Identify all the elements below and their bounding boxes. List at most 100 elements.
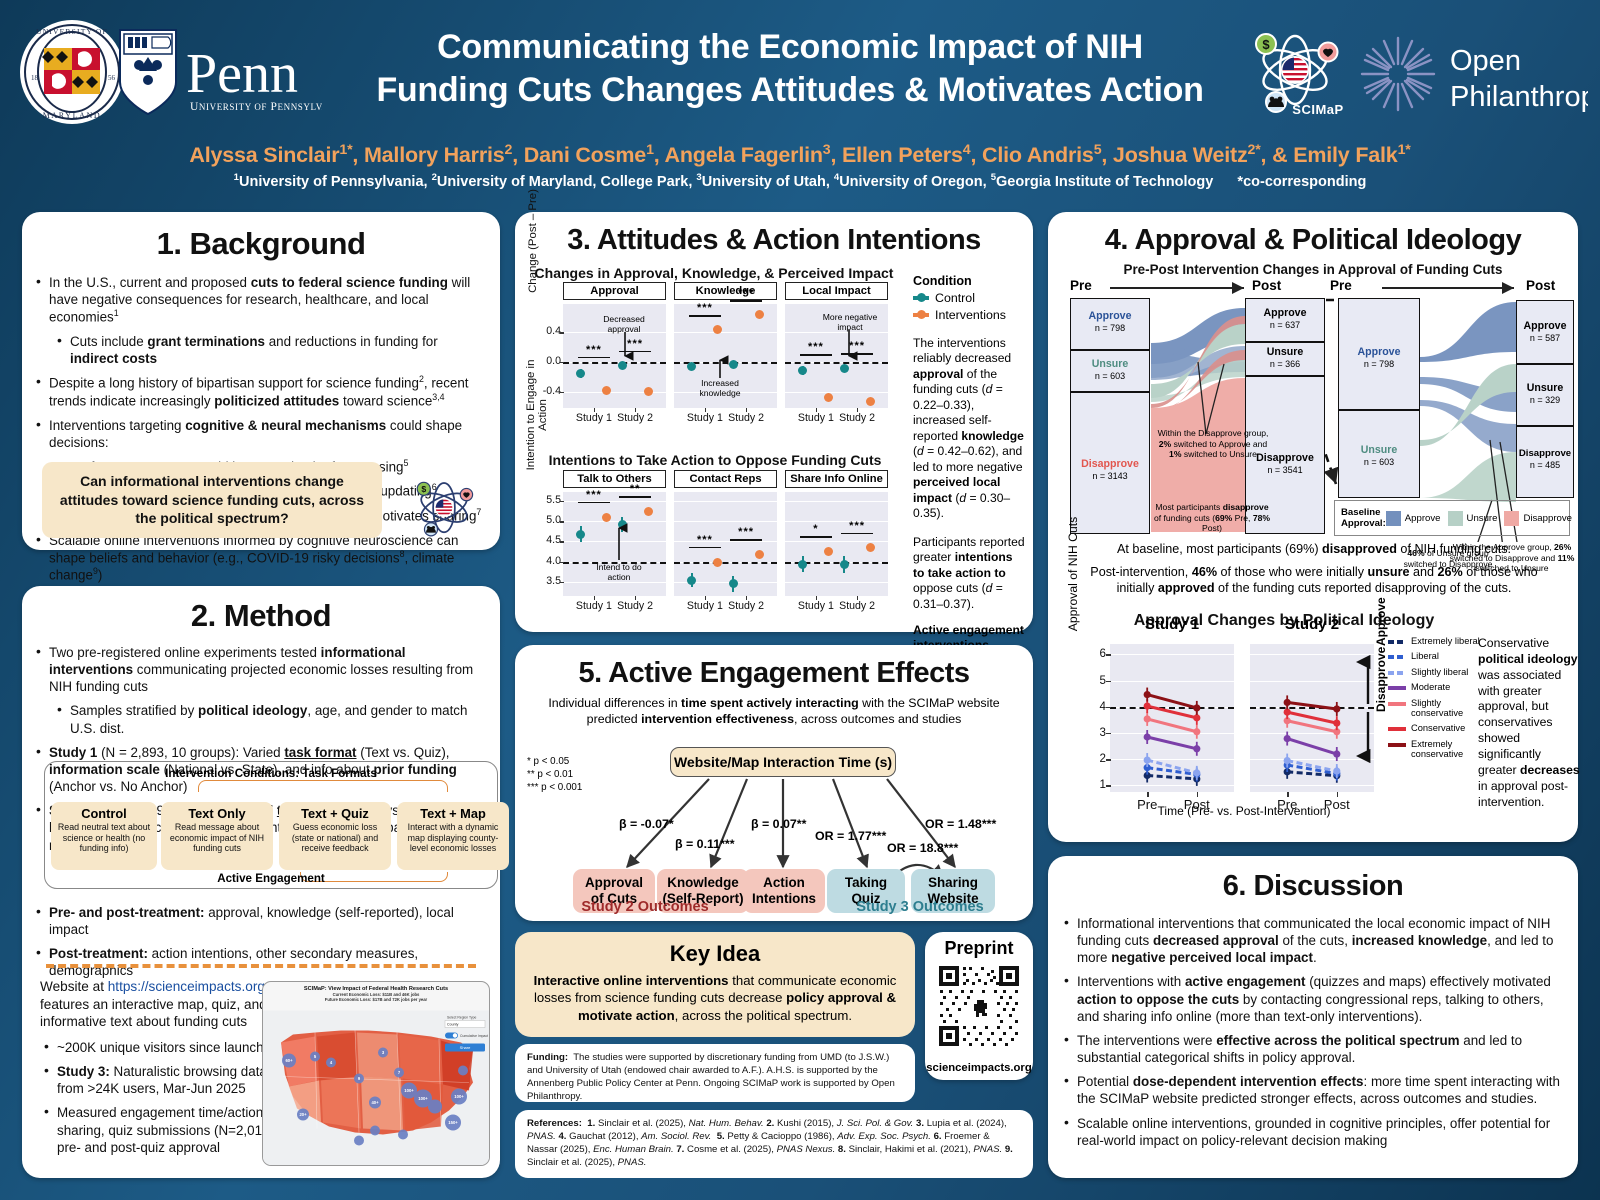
condition-title: Text + Quiz <box>301 806 369 821</box>
legend-swatch <box>1388 686 1406 691</box>
y-tick-label: 6 <box>1099 647 1106 661</box>
outcome-line-1: Action <box>763 875 805 891</box>
svg-text:9: 9 <box>358 1076 361 1081</box>
scimap-logo: $ SCIMaP <box>1255 33 1343 117</box>
y-tick-label: 4 <box>1099 699 1106 713</box>
svg-text:150+: 150+ <box>448 1120 458 1125</box>
legend-label: Liberal <box>1411 651 1439 662</box>
section-6-bullets: Informational interventions that communi… <box>1060 914 1562 1149</box>
preprint-heading: Preprint <box>944 938 1014 958</box>
legend-swatch <box>1388 727 1406 732</box>
gridline <box>1110 680 1234 682</box>
svg-text:$: $ <box>421 484 426 494</box>
significance-marker: *** <box>585 488 602 501</box>
condition-box-text-only: Text Only Read message about economic imp… <box>161 802 273 870</box>
x-tick-label: Study 1 <box>575 600 612 612</box>
key-idea-card: Key Idea Interactive online intervention… <box>515 932 915 1037</box>
scimap-website-screenshot[interactable]: SCIMaP: View Impact of Federal Health Re… <box>262 981 490 1166</box>
x-tick-label: Study 1 <box>575 412 612 424</box>
root-node-label: Website/Map Interaction Time (s) <box>673 753 893 770</box>
outcome-line-1: Sharing <box>928 875 978 891</box>
condition-box-text-quiz: Text + Quiz Guess economic loss (state or… <box>279 802 391 870</box>
outcome-line-2: Website <box>927 891 979 906</box>
ideology-legend-item: Slightly conservative <box>1388 698 1480 719</box>
ideology-legend: Extremely liberal Liberal Slightly liberal… <box>1388 636 1480 765</box>
significance-line <box>841 352 874 355</box>
data-point-control <box>617 519 627 529</box>
condition-desc: Guess economic loss (state or national) … <box>291 822 379 853</box>
gridline <box>785 332 888 334</box>
svg-text:UNIVERSITY OF: UNIVERSITY OF <box>36 27 108 36</box>
x-tick <box>815 408 818 412</box>
legend-label: Conservative <box>1411 723 1466 734</box>
open-philanthropy-logo: Open Philanthropy <box>1352 28 1600 120</box>
condition-box-text-map: Text + Map Interact with a dynamic map di… <box>397 802 509 870</box>
reference-line <box>674 561 777 564</box>
significance-line <box>799 354 832 356</box>
p-legend-item: * p < 0.05 <box>527 756 570 767</box>
left-pre-label: Pre <box>1070 278 1092 293</box>
top-brace <box>198 780 448 792</box>
x-tick <box>746 596 748 600</box>
y-tick-label: 5.5 <box>546 493 561 506</box>
data-point-interventions <box>713 324 723 334</box>
qr-code[interactable] <box>937 964 1021 1048</box>
significance-marker: *** <box>807 341 824 354</box>
edge-label: OR = 1.77*** <box>815 829 887 843</box>
significance-line <box>799 536 832 538</box>
svg-text:40+: 40+ <box>371 1100 379 1105</box>
legend-label: Slightly liberal <box>1411 666 1469 677</box>
chart-2-ylabel: Intention to Engage in Action <box>525 359 549 471</box>
outcome-line-1: Taking <box>844 875 888 891</box>
note-attitudes: The interventions reliably decreased app… <box>913 336 1024 521</box>
bullet-item: Samples stratified by political ideology… <box>32 701 486 736</box>
svg-text:7: 7 <box>398 1070 401 1075</box>
p-value-legend: * p < 0.05 ** p < 0.01 *** p < 0.001 <box>527 755 582 795</box>
legend-label: Moderate <box>1411 682 1451 693</box>
annotation-intend-to-do-action: Intend to do action <box>596 562 642 583</box>
p-legend-item: ** p < 0.01 <box>527 769 574 781</box>
svg-text:Penn: Penn <box>186 43 298 105</box>
x-tick-label: Study 1 <box>686 412 723 424</box>
legend-title: Condition <box>913 274 972 288</box>
gridline <box>563 500 666 502</box>
bullet-item: Interventions with active engagement (qu… <box>1060 972 1562 1024</box>
data-point-interventions <box>824 393 834 403</box>
us-choropleth-map: 60+ 5 4 9 3 7 40+ 100+ 100+ 100+ 150+ 20+ Select… <box>263 1010 489 1165</box>
disapprove-axis-label: Disapprove <box>1374 646 1388 712</box>
y-tick <box>560 332 564 334</box>
node-pre-unsure-left: Unsure n = 603 <box>1070 350 1150 392</box>
preprint-card: Preprint scienceimpacts.org <box>925 932 1033 1080</box>
svg-text:100+: 100+ <box>404 1088 414 1093</box>
section-5-heading: 5. Active Engagement Effects <box>578 657 970 689</box>
outcome-box-sharing: Sharing Website <box>911 869 995 913</box>
annotation-decreased-approval: Decreased approval <box>603 314 645 335</box>
node-pre-approve-left: Approve n = 798 <box>1070 298 1150 350</box>
ideology-legend-item: Conservative <box>1388 723 1480 733</box>
gridline <box>785 391 888 393</box>
outcome-line-1: Knowledge <box>667 875 739 891</box>
svg-text:5: 5 <box>314 1054 317 1059</box>
gridline <box>563 391 666 393</box>
sankey-legend-disapprove: Disapprove <box>1504 510 1572 526</box>
ideology-legend-item: Slightly liberal <box>1388 667 1480 677</box>
divider <box>46 964 476 968</box>
ideology-legend-item: Moderate <box>1388 682 1480 692</box>
map-control-label: Select Region Type <box>447 1016 476 1020</box>
legend-swatch <box>913 293 929 302</box>
ideology-panel-title: Study 1 <box>1144 616 1200 633</box>
x-tick-label: Study 2 <box>839 412 876 424</box>
y-tick <box>560 521 564 523</box>
significance-line <box>688 546 721 549</box>
gridline <box>563 581 666 583</box>
outcome-line-2: Quiz <box>851 891 881 906</box>
website-text[interactable]: Website at https://scienceimpacts.org fe… <box>40 979 267 1030</box>
svg-text:MARYLAND: MARYLAND <box>43 111 102 120</box>
gridline <box>785 500 888 502</box>
outcome-box-action: Action Intentions <box>743 869 825 913</box>
y-tick <box>1106 654 1111 656</box>
significance-line <box>688 315 721 317</box>
bullet-item: Informational interventions that communi… <box>1060 914 1562 966</box>
svg-text:100+: 100+ <box>454 1094 464 1099</box>
bullet-item: The interventions were effective across … <box>1060 1031 1562 1066</box>
